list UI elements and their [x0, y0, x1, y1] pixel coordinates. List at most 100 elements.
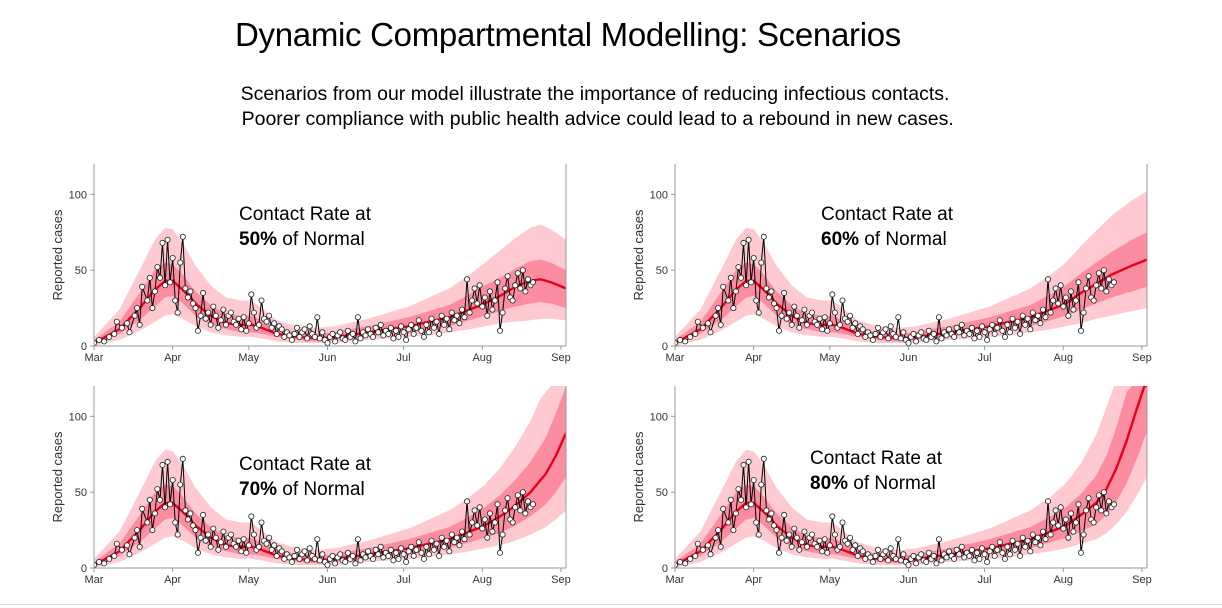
observed-point — [342, 336, 349, 343]
observed-point — [1062, 516, 1069, 523]
observed-point — [712, 312, 719, 319]
observed-point — [184, 294, 191, 301]
observed-point — [405, 326, 412, 333]
observed-point — [768, 510, 775, 517]
observed-point — [157, 496, 164, 503]
observed-point — [687, 333, 694, 340]
x-tick-label: Apr — [164, 352, 181, 364]
observed-point — [400, 551, 407, 558]
observed-point — [395, 555, 402, 562]
observed-point — [144, 519, 151, 526]
observed-point — [958, 543, 965, 550]
scenario-percent: 50% — [239, 229, 277, 250]
observed-point — [892, 333, 899, 340]
observed-point — [938, 335, 945, 342]
observed-point — [377, 543, 384, 550]
observed-point — [418, 549, 425, 556]
observed-point — [304, 557, 311, 564]
observed-point — [738, 274, 745, 281]
observed-point — [1093, 504, 1100, 511]
chart-svg-80pct: 0 50 100 Mar Apr May Jun Jul Aug Sep Reported case… — [631, 386, 1152, 586]
observed-point — [370, 555, 377, 562]
observed-point — [233, 543, 240, 550]
observed-point — [692, 552, 699, 559]
plot-area — [94, 224, 566, 346]
observed-point — [786, 531, 793, 538]
observed-point — [763, 285, 770, 292]
observed-point — [847, 534, 854, 541]
bottom-divider — [0, 604, 1222, 605]
observed-point — [821, 536, 828, 543]
observed-point — [897, 335, 904, 342]
observed-point — [172, 297, 179, 304]
observed-point — [499, 531, 506, 538]
observed-point — [177, 481, 184, 488]
observed-point — [149, 305, 156, 312]
observed-point — [134, 305, 141, 312]
observed-point — [162, 282, 169, 289]
y-tick-label: 50 — [75, 265, 87, 277]
observed-point — [905, 561, 912, 568]
observed-point — [793, 534, 800, 541]
observed-point — [149, 527, 156, 534]
observed-point — [222, 321, 229, 328]
observed-point — [392, 549, 399, 556]
observed-point — [905, 339, 912, 346]
observed-point — [519, 489, 526, 496]
observed-point — [819, 326, 826, 333]
observed-point — [923, 336, 930, 343]
observed-line — [675, 458, 1115, 566]
observed-point — [694, 318, 701, 325]
observed-point — [131, 312, 138, 319]
observed-point — [529, 279, 536, 286]
observed-point — [735, 264, 742, 271]
observed-point — [796, 546, 803, 553]
observed-point — [179, 233, 186, 240]
observed-point — [765, 516, 772, 523]
observed-point — [996, 317, 1003, 324]
observed-point — [420, 555, 427, 562]
scenario-label-line-1: Contact Rate at — [821, 204, 954, 225]
observed-point — [314, 314, 321, 321]
observed-point — [738, 496, 745, 503]
observed-point — [839, 297, 846, 304]
observed-point — [1022, 543, 1029, 550]
observed-point — [304, 335, 311, 342]
observed-point — [1105, 498, 1112, 505]
observed-point — [1037, 320, 1044, 327]
observed-point — [1085, 495, 1092, 502]
observed-point — [750, 255, 757, 262]
observed-point — [869, 558, 876, 565]
observed-point — [240, 314, 247, 321]
observed-point — [164, 458, 171, 465]
x-tick-label: Mar — [85, 574, 104, 586]
observed-point — [494, 279, 501, 286]
observed-point — [529, 501, 536, 508]
x-tick-label: Apr — [745, 574, 762, 586]
observed-point — [202, 537, 209, 544]
observed-point — [715, 305, 722, 312]
observed-point — [441, 543, 448, 550]
scenario-label-rest: of Normal — [848, 473, 936, 494]
observed-point — [159, 239, 166, 246]
observed-point — [436, 330, 443, 337]
observed-point — [349, 552, 356, 559]
observed-point — [933, 560, 940, 567]
observed-point — [1032, 317, 1039, 324]
observed-point — [798, 539, 805, 546]
y-tick-label: 100 — [69, 411, 87, 423]
observed-line — [94, 236, 534, 344]
observed-point — [923, 558, 930, 565]
observed-point — [266, 312, 273, 319]
observed-point — [131, 534, 138, 541]
observed-point — [400, 329, 407, 336]
observed-point — [293, 324, 300, 331]
observed-point — [296, 333, 303, 340]
observed-point — [489, 306, 496, 313]
observed-point — [872, 330, 879, 337]
observed-point — [1055, 522, 1062, 529]
observed-point — [720, 505, 727, 512]
observed-point — [1032, 539, 1039, 546]
observed-point — [1011, 324, 1018, 331]
observed-point — [255, 321, 262, 328]
